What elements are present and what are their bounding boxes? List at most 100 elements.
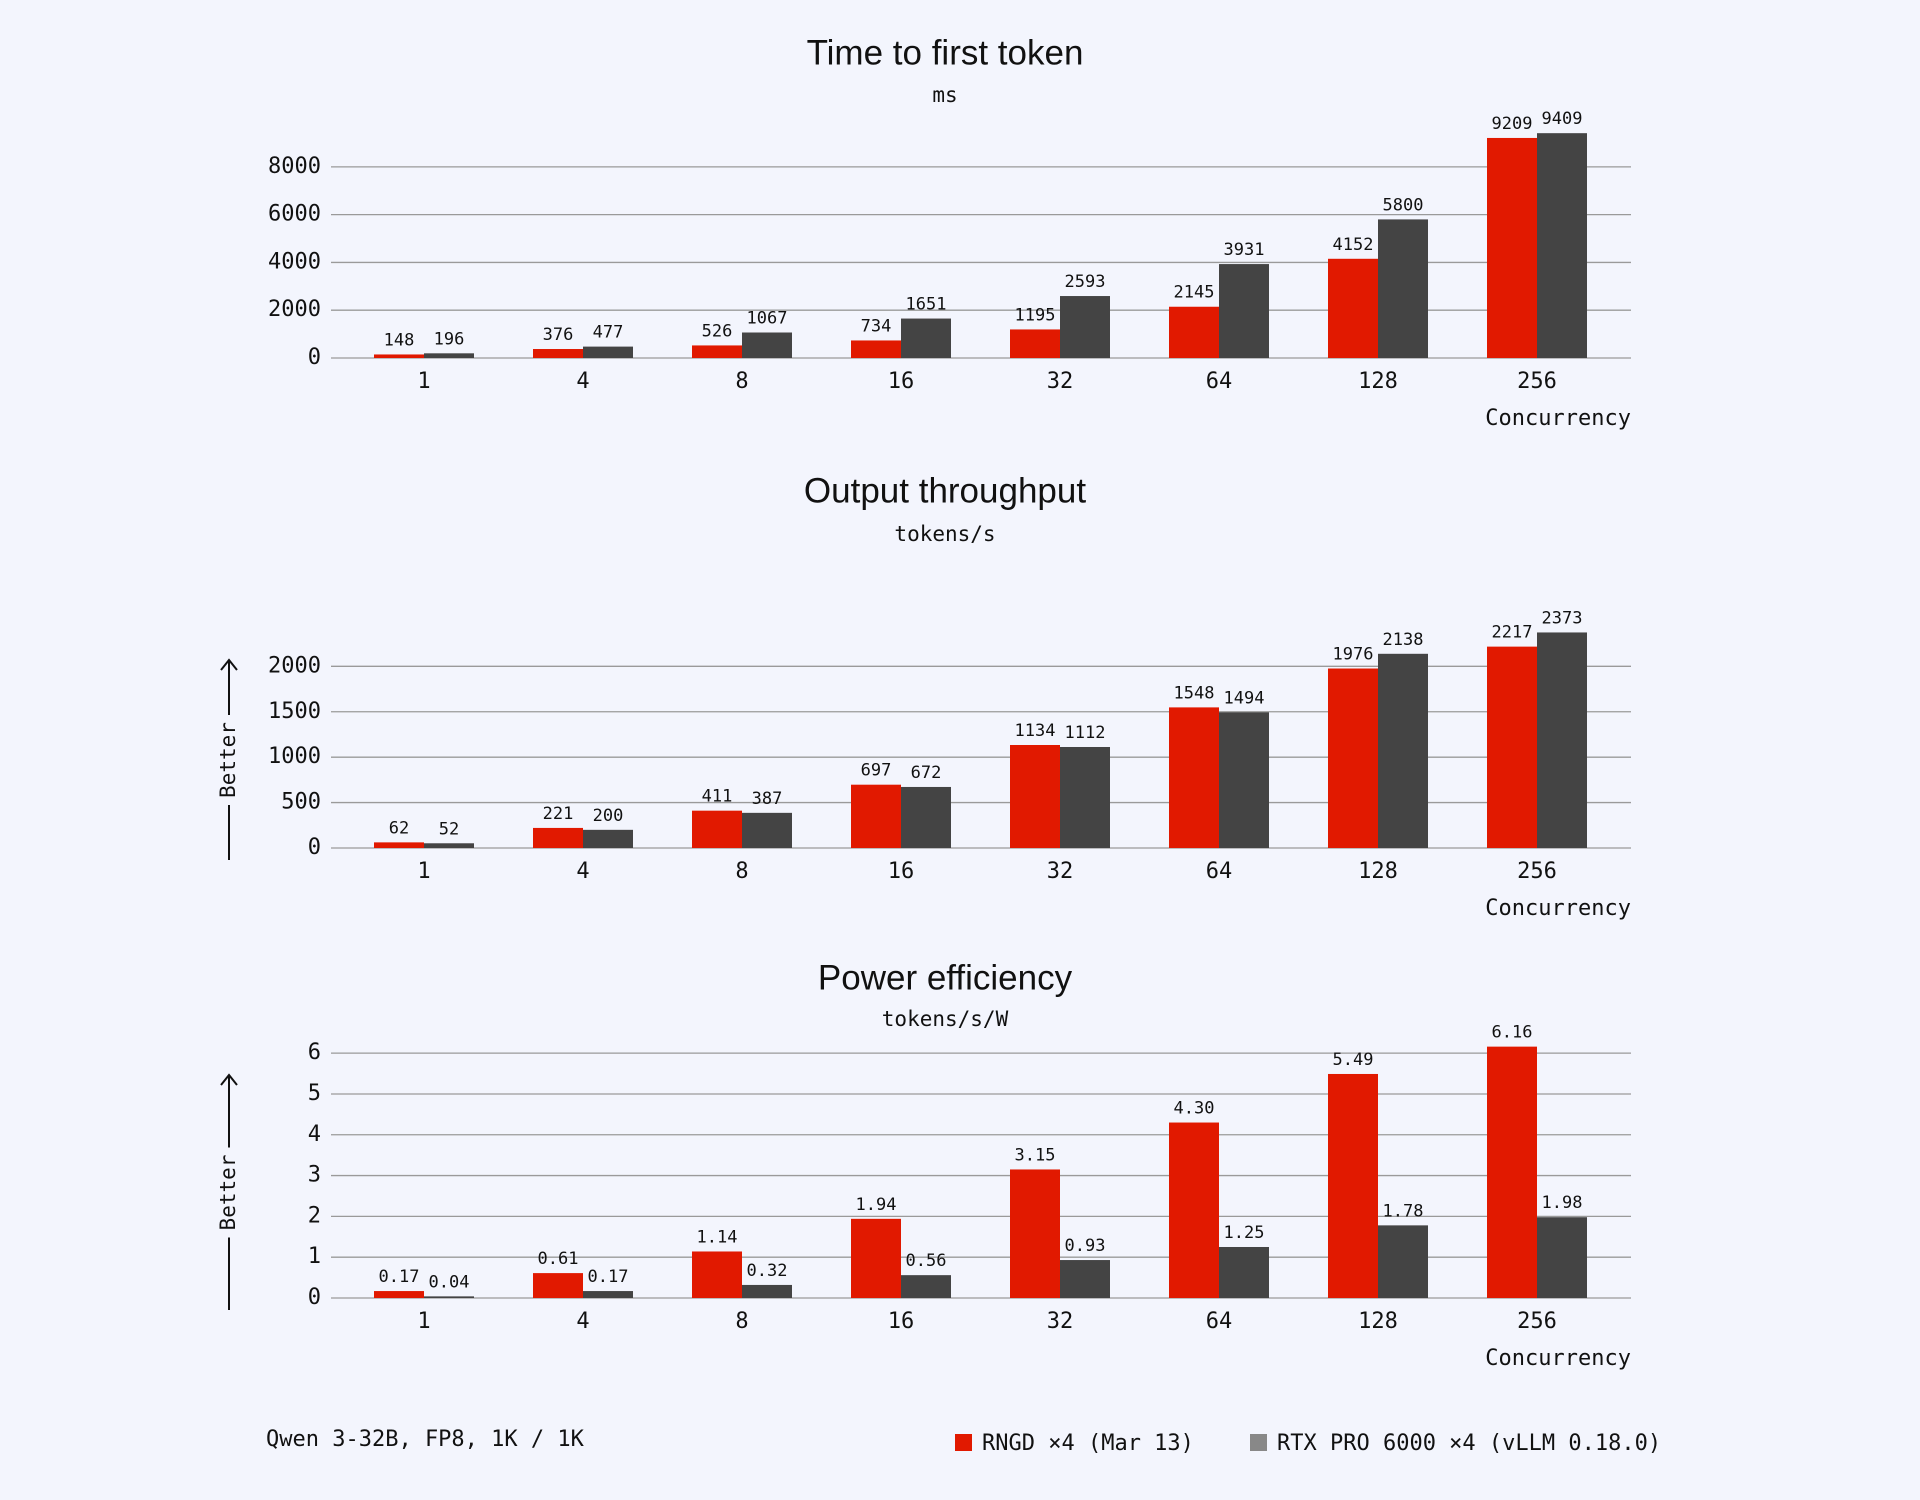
- bar: [1537, 133, 1587, 358]
- value-label: 9209: [1492, 114, 1533, 134]
- value-label: 3931: [1224, 240, 1265, 260]
- x-tick-label: 16: [888, 1309, 915, 1334]
- bar: [1060, 1260, 1110, 1298]
- value-label: 2373: [1542, 608, 1583, 628]
- bar: [533, 1273, 583, 1298]
- chart-subtitle: tokens/s: [894, 522, 995, 546]
- value-label: 2593: [1065, 272, 1106, 292]
- x-tick-label: 32: [1047, 1309, 1074, 1334]
- arrow-head: [220, 658, 238, 671]
- value-label: 1494: [1224, 688, 1265, 708]
- y-tick-label: 1500: [268, 699, 321, 724]
- value-label: 0.17: [588, 1267, 629, 1287]
- y-tick-label: 2000: [268, 297, 321, 322]
- x-tick-label: 1: [417, 1309, 430, 1334]
- x-tick-label: 256: [1517, 1309, 1557, 1334]
- x-tick-label: 32: [1047, 859, 1074, 884]
- bar: [1537, 1217, 1587, 1298]
- bar: [851, 1218, 901, 1298]
- x-tick-label: 1: [417, 369, 430, 394]
- value-label: 1.78: [1383, 1201, 1424, 1221]
- legend-swatch: [1250, 1434, 1267, 1451]
- bar: [742, 332, 792, 358]
- chart-subtitle: tokens/s/W: [882, 1007, 1009, 1031]
- x-tick-label: 16: [888, 369, 915, 394]
- bar: [583, 829, 633, 848]
- x-tick-label: 8: [735, 859, 748, 884]
- value-label: 526: [702, 321, 733, 341]
- value-label: 1976: [1333, 645, 1374, 665]
- x-tick-label: 128: [1358, 859, 1398, 884]
- value-label: 5.49: [1333, 1050, 1374, 1070]
- x-tick-label: 16: [888, 859, 915, 884]
- bar: [1378, 653, 1428, 848]
- x-tick-label: 128: [1358, 369, 1398, 394]
- x-tick-label: 256: [1517, 859, 1557, 884]
- value-label: 0.04: [429, 1272, 470, 1292]
- value-label: 196: [434, 329, 465, 349]
- bar: [1328, 668, 1378, 848]
- x-axis-label: Concurrency: [1485, 896, 1631, 921]
- x-tick-label: 4: [576, 369, 589, 394]
- value-label: 1548: [1174, 683, 1215, 703]
- bar: [1378, 219, 1428, 358]
- value-label: 4152: [1333, 235, 1374, 255]
- y-tick-label: 2: [308, 1203, 321, 1228]
- y-tick-label: 3: [308, 1163, 321, 1188]
- value-label: 0.56: [906, 1251, 947, 1271]
- value-label: 9409: [1542, 109, 1583, 129]
- bar: [424, 1296, 474, 1298]
- y-tick-label: 6000: [268, 202, 321, 227]
- y-tick-label: 8000: [268, 154, 321, 179]
- value-label: 734: [861, 316, 892, 336]
- y-tick-label: 4000: [268, 249, 321, 274]
- x-tick-label: 64: [1206, 369, 1233, 394]
- bar: [692, 810, 742, 848]
- bar: [692, 345, 742, 358]
- bar: [742, 812, 792, 848]
- bar: [583, 346, 633, 358]
- y-tick-label: 0: [308, 835, 321, 860]
- value-label: 3.15: [1015, 1145, 1056, 1165]
- bar: [851, 784, 901, 848]
- y-tick-label: 1: [308, 1244, 321, 1269]
- value-label: 1.14: [697, 1227, 738, 1247]
- value-label: 0.17: [379, 1267, 420, 1287]
- bar: [1487, 137, 1537, 358]
- x-tick-label: 256: [1517, 369, 1557, 394]
- value-label: 1067: [747, 309, 788, 329]
- y-tick-label: 0: [308, 1285, 321, 1310]
- x-tick-label: 8: [735, 1309, 748, 1334]
- annotation: Better: [216, 1155, 240, 1231]
- value-label: 4.30: [1174, 1099, 1215, 1119]
- value-label: 672: [911, 763, 942, 783]
- y-tick-label: 5: [308, 1081, 321, 1106]
- bar: [583, 1291, 633, 1298]
- x-tick-label: 1: [417, 859, 430, 884]
- bar: [1328, 258, 1378, 358]
- bar: [851, 340, 901, 358]
- value-label: 2138: [1383, 630, 1424, 650]
- value-label: 0.61: [538, 1249, 579, 1269]
- bar: [1328, 1073, 1378, 1298]
- x-tick-label: 128: [1358, 1309, 1398, 1334]
- bar: [1219, 264, 1269, 358]
- legend-entry: RTX PRO 6000 ×4 (vLLM 0.18.0): [1277, 1431, 1661, 1456]
- value-label: 1.94: [856, 1195, 897, 1215]
- value-label: 148: [384, 330, 415, 350]
- bar: [901, 786, 951, 848]
- bar: [1378, 1225, 1428, 1298]
- legend-entry: RNGD ×4 (Mar 13): [982, 1431, 1194, 1456]
- bar: [424, 843, 474, 848]
- value-label: 6.16: [1492, 1023, 1533, 1043]
- value-label: 1195: [1015, 305, 1056, 325]
- value-label: 52: [439, 819, 459, 839]
- chart-title: Output throughput: [804, 471, 1086, 510]
- x-tick-label: 64: [1206, 1309, 1233, 1334]
- value-label: 1.25: [1224, 1223, 1265, 1243]
- bar: [374, 354, 424, 358]
- value-label: 376: [543, 325, 574, 345]
- value-label: 2145: [1174, 283, 1215, 303]
- arrow-head: [220, 1073, 238, 1086]
